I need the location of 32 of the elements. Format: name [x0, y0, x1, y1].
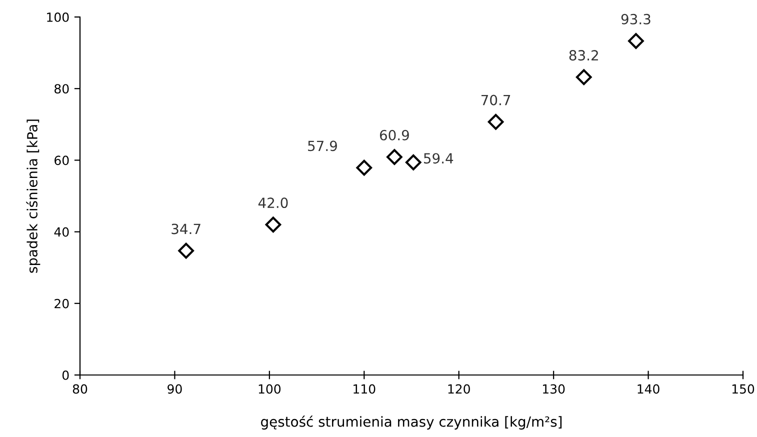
y-axis-title: spadek ciśnienia [kPa]: [26, 120, 40, 273]
data-label: 93.3: [621, 14, 650, 24]
data-label: 59.4: [424, 153, 454, 164]
data-label: 42.0: [258, 198, 288, 208]
y-tick-label: 80: [54, 84, 69, 94]
x-axis-title: gęstość strumienia masy czynnika [kg/m²s]: [261, 416, 562, 430]
y-tick-label: 0: [62, 370, 69, 380]
point: [356, 160, 372, 176]
x-tick-label: 80: [72, 384, 88, 394]
x-tick-label: 90: [168, 384, 182, 394]
data-label: 60.9: [380, 130, 409, 140]
x-tick-label: 120: [448, 384, 470, 394]
x-tick-label: 130: [543, 384, 565, 394]
point: [628, 33, 644, 49]
point: [405, 154, 422, 170]
point: [178, 242, 194, 259]
point: [386, 149, 402, 165]
point: [488, 114, 504, 130]
data-label: 83.2: [569, 50, 598, 61]
y-tick-label: 60: [54, 156, 69, 166]
x-tick-label: 140: [638, 384, 660, 394]
point: [265, 216, 282, 233]
data-label: 34.7: [172, 224, 200, 234]
x-tick-label: 110: [354, 384, 376, 394]
y-tick-label: 100: [47, 12, 69, 22]
y-tick-label: 40: [54, 227, 69, 237]
y-tick-label: 20: [54, 298, 69, 308]
data-label: 70.7: [481, 94, 510, 106]
x-tick-label: 100: [258, 384, 281, 394]
data-label: 57.9: [308, 140, 337, 152]
point: [576, 69, 592, 86]
x-tick-label: 150: [732, 384, 754, 394]
